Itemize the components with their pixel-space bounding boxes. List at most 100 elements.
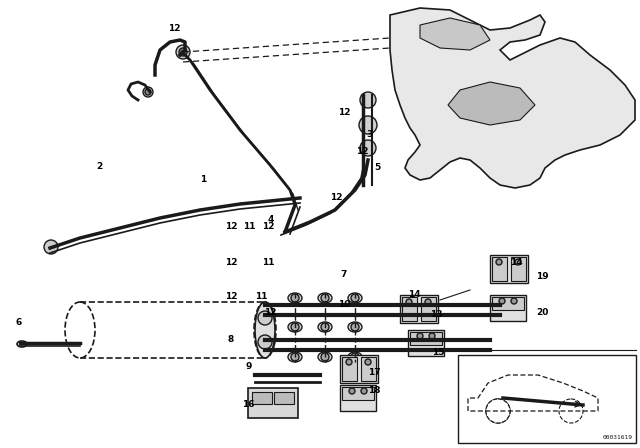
Ellipse shape [348,322,362,332]
Ellipse shape [318,293,332,303]
Text: 15: 15 [432,348,445,357]
Text: 11: 11 [262,258,275,267]
Text: 3: 3 [366,130,372,139]
Circle shape [143,87,153,97]
Polygon shape [448,82,535,125]
Text: 12: 12 [356,147,369,156]
Circle shape [291,323,299,331]
Bar [408,330,444,356]
Circle shape [359,116,377,134]
Ellipse shape [486,399,510,423]
Polygon shape [390,8,635,188]
Circle shape [360,92,376,108]
Bar [342,357,357,381]
Ellipse shape [288,293,302,303]
Bar [361,357,376,381]
Text: 00031619: 00031619 [603,435,633,440]
Circle shape [429,333,435,339]
Bar [248,388,298,418]
Text: 5: 5 [374,163,380,172]
Circle shape [486,399,510,423]
Ellipse shape [318,352,332,362]
Bar [274,392,294,404]
Circle shape [349,388,355,394]
Text: 10: 10 [338,300,350,309]
Circle shape [291,353,299,361]
Circle shape [351,353,359,361]
Circle shape [515,259,521,265]
Text: 12: 12 [338,108,351,117]
Ellipse shape [254,302,276,358]
Circle shape [346,359,352,365]
Circle shape [365,359,371,365]
Text: 14: 14 [408,290,420,299]
Bar [490,255,528,283]
Circle shape [145,89,151,95]
Ellipse shape [495,305,505,315]
Circle shape [425,299,431,305]
Text: 11: 11 [243,222,255,231]
Bar [402,297,417,321]
Text: 20: 20 [536,308,548,317]
Circle shape [321,294,329,302]
Text: 18: 18 [368,386,381,395]
Bar [511,257,526,281]
Text: 8: 8 [228,335,234,344]
Circle shape [499,298,505,304]
Text: 11: 11 [255,292,268,301]
Text: 6: 6 [16,318,22,327]
Circle shape [179,48,187,56]
Text: 12: 12 [225,258,237,267]
Text: 12: 12 [330,193,342,202]
Ellipse shape [318,322,332,332]
Ellipse shape [559,399,583,423]
Circle shape [321,353,329,361]
Bar [492,257,507,281]
Text: 13: 13 [430,310,442,319]
Text: 7: 7 [340,270,346,279]
Bar [492,297,524,310]
Ellipse shape [348,352,362,362]
Circle shape [511,298,517,304]
Bar [342,387,374,400]
Circle shape [351,294,359,302]
Circle shape [44,240,58,254]
Bar [490,295,526,321]
Polygon shape [420,18,490,50]
Text: 2: 2 [96,162,102,171]
Circle shape [496,259,502,265]
Text: 12: 12 [262,222,275,231]
Circle shape [417,333,423,339]
Ellipse shape [65,302,95,358]
Bar [400,295,438,323]
Text: 12: 12 [225,222,237,231]
Bar [410,332,442,345]
Circle shape [351,323,359,331]
Circle shape [291,294,299,302]
Text: 9: 9 [245,362,252,371]
Circle shape [321,323,329,331]
Ellipse shape [255,302,275,358]
Circle shape [360,140,376,156]
Text: 17: 17 [368,368,381,377]
Bar [252,392,272,404]
Ellipse shape [288,352,302,362]
Text: 14: 14 [510,258,523,267]
Ellipse shape [348,293,362,303]
Bar [340,385,376,411]
Circle shape [361,388,367,394]
Text: 12: 12 [225,292,237,301]
Text: 12: 12 [264,308,276,317]
Text: 1: 1 [200,175,206,184]
Circle shape [406,299,412,305]
Ellipse shape [288,322,302,332]
Ellipse shape [258,335,272,349]
Bar [421,297,436,321]
Bar [458,355,636,443]
Circle shape [176,45,190,59]
Ellipse shape [258,311,272,325]
Ellipse shape [17,341,27,347]
Bar [340,355,378,383]
Text: 4: 4 [268,215,275,224]
Text: 19: 19 [536,272,548,281]
